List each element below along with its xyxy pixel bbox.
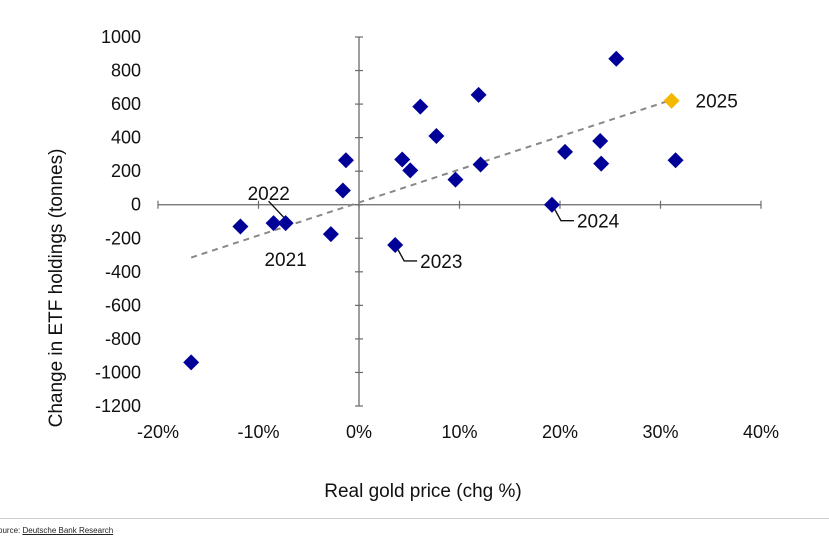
annotation-label: 2024 <box>577 212 620 233</box>
x-axis: -20% -10% 0% 10% 20% 30% 40% <box>137 200 779 442</box>
y-axis: 1000 800 600 400 200 0 -200 -400 -600 -800 -1000 -1… <box>95 27 363 416</box>
trendline <box>190 98 672 259</box>
y-tick-label: -400 <box>105 262 141 282</box>
data-point <box>334 182 351 199</box>
y-tick-label: 1000 <box>101 27 141 47</box>
x-tick-label: -20% <box>137 422 179 442</box>
x-tick-label: 30% <box>642 422 678 442</box>
y-tick-label: 800 <box>111 61 141 81</box>
y-tick-label: -1200 <box>95 396 141 416</box>
data-point <box>402 162 419 179</box>
data-points <box>183 50 684 371</box>
x-tick-label: 10% <box>441 422 477 442</box>
y-tick-label: 600 <box>111 94 141 114</box>
source-link[interactable]: Deutsche Bank Research <box>22 526 114 535</box>
data-point <box>447 171 464 188</box>
annotation-leader <box>268 200 285 218</box>
data-point <box>337 152 354 169</box>
data-point <box>387 236 404 253</box>
data-point <box>557 143 574 160</box>
y-tick-label: 400 <box>111 128 141 148</box>
y-tick-label: -600 <box>105 295 141 315</box>
annotations: 2025 2024 2023 2022 2021 <box>248 92 738 273</box>
data-point <box>472 156 489 173</box>
y-tick-label: -800 <box>105 329 141 349</box>
data-point <box>394 151 411 168</box>
annotation-label: 2025 <box>696 92 738 113</box>
data-point <box>412 98 429 115</box>
scatter-chart: 1000 800 600 400 200 0 -200 -400 -600 -800 -1000 -1… <box>46 27 779 502</box>
data-point <box>428 127 445 144</box>
source-prefix: ource: <box>0 526 23 535</box>
annotation-leader <box>397 249 418 262</box>
data-point <box>608 50 625 67</box>
data-point <box>265 215 282 232</box>
data-point <box>183 354 200 371</box>
annotation-leader <box>554 209 574 222</box>
y-tick-label: -1000 <box>95 362 141 382</box>
x-tick-label: 40% <box>743 422 779 442</box>
point-2025 <box>663 92 680 109</box>
data-point <box>667 152 684 169</box>
x-tick-label: 20% <box>542 422 578 442</box>
data-point <box>470 86 487 103</box>
y-axis-title: Change in ETF holdings (tonnes) <box>46 149 67 428</box>
data-point <box>277 215 294 232</box>
y-tick-label: 200 <box>111 161 141 181</box>
data-point <box>543 196 560 213</box>
data-point <box>322 226 339 243</box>
data-point <box>592 132 609 149</box>
annotation-label: 2021 <box>264 250 306 271</box>
annotation-label: 2023 <box>420 252 462 273</box>
x-axis-title: Real gold price (chg %) <box>324 481 521 502</box>
source-footer: ource: Deutsche Bank Research <box>0 518 829 541</box>
y-tick-label: -200 <box>105 228 141 248</box>
x-tick-label: 0% <box>346 422 372 442</box>
x-tick-label: -10% <box>237 422 279 442</box>
y-tick-label: 0 <box>131 195 141 215</box>
annotation-label: 2022 <box>248 184 290 205</box>
data-point <box>593 155 610 172</box>
trendline-group <box>190 98 672 259</box>
data-point <box>232 218 249 235</box>
